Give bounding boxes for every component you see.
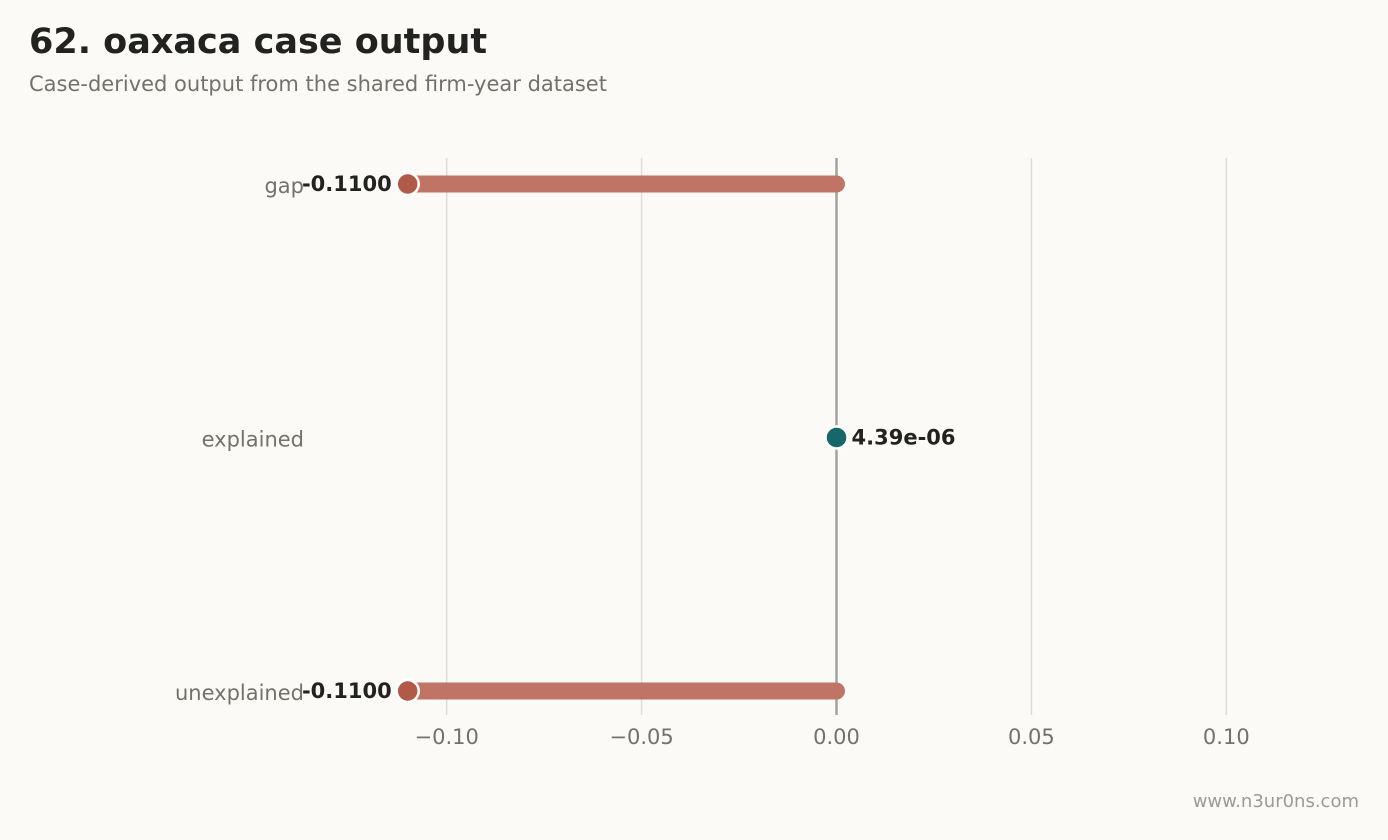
- footer-url: www.n3ur0ns.com: [1192, 791, 1359, 812]
- category-label: unexplained: [175, 681, 304, 705]
- x-tick-label: −0.05: [609, 725, 673, 749]
- lollipop-dot: [824, 425, 849, 450]
- category-label: gap: [264, 174, 304, 198]
- lollipop-dot: [395, 171, 420, 197]
- x-tick-label: 0.10: [1203, 725, 1250, 749]
- x-tick-label: 0.00: [813, 725, 860, 749]
- value-label: 4.39e-06: [852, 426, 956, 450]
- value-label: -0.1100: [302, 172, 392, 196]
- chart-subtitle: Case-derived output from the shared firm…: [29, 72, 607, 96]
- x-tick-label: −0.10: [415, 725, 479, 749]
- chart-title: 62. oaxaca case output: [29, 22, 488, 62]
- lollipop-dot: [395, 678, 420, 704]
- category-label: explained: [202, 428, 304, 452]
- value-label: -0.1100: [302, 679, 392, 703]
- x-tick-label: 0.05: [1008, 725, 1055, 749]
